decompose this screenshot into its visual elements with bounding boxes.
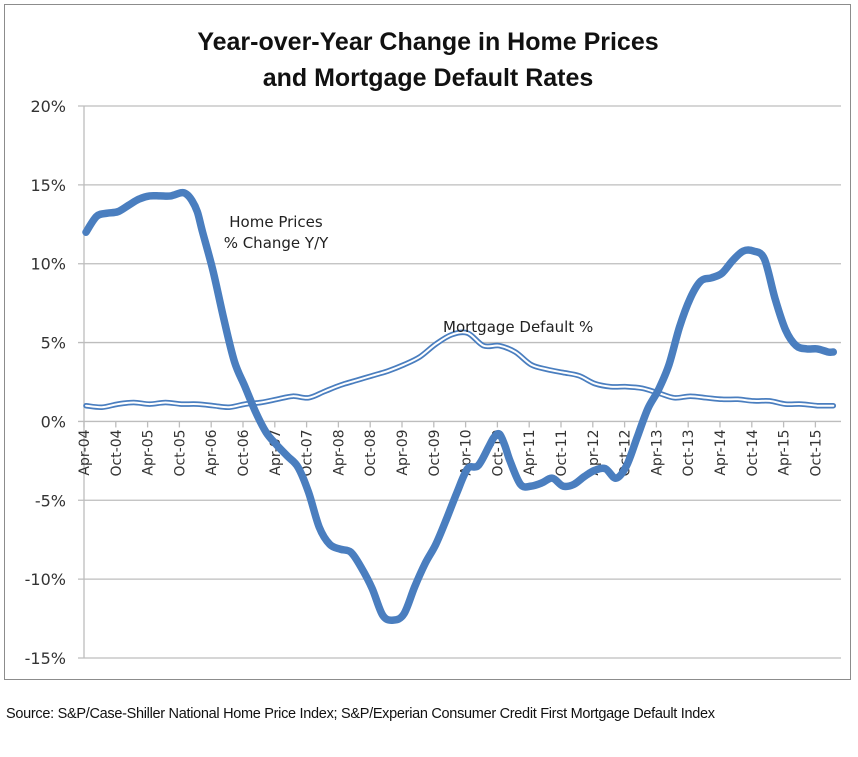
x-tick-label: Oct-08 <box>363 429 379 476</box>
x-axis: Apr-04 Oct-04 Apr-05 Oct-05 Apr-06 Oct-06 Apr-… <box>77 421 824 477</box>
series-layer <box>82 188 838 624</box>
x-tick-label: Apr-06 <box>204 429 220 475</box>
x-tick-label: Oct-09 <box>427 429 443 476</box>
y-tick-label: 20% <box>30 97 66 116</box>
chart: Year-over-Year Change in Home Prices and… <box>25 28 841 668</box>
home-prices-line <box>82 188 838 624</box>
x-tick-label: Apr-13 <box>649 429 665 475</box>
x-tick-label: Apr-14 <box>713 429 729 475</box>
y-tick-label: -10% <box>25 570 66 589</box>
x-tick-label: Oct-15 <box>808 429 824 476</box>
home-prices-label-line-2: % Change Y/Y <box>224 234 329 252</box>
x-tick-label: Apr-12 <box>586 429 602 475</box>
y-tick-label: 15% <box>30 176 66 195</box>
x-tick-label: Oct-11 <box>554 429 570 476</box>
home-prices-label-line-1: Home Prices <box>229 213 323 231</box>
x-tick-label: Oct-07 <box>300 429 316 476</box>
gridlines <box>78 105 841 659</box>
y-tick-label: 5% <box>41 334 66 353</box>
y-tick-label: -5% <box>35 491 66 510</box>
mortgage-default-line-outer <box>83 329 837 410</box>
y-tick-label: 10% <box>30 255 66 274</box>
x-tick-label: Oct-05 <box>172 429 188 476</box>
x-tick-label: Oct-06 <box>236 429 252 476</box>
y-axis-ticks: 20% 15% 10% 5% 0% -5% -10% -15% <box>25 97 66 668</box>
x-tick-label: Oct-04 <box>109 429 125 476</box>
x-tick-label: Apr-08 <box>331 429 347 475</box>
x-tick-label: Apr-09 <box>395 429 411 475</box>
x-tick-label: Apr-05 <box>141 429 157 475</box>
x-tick-label: Oct-14 <box>745 429 761 476</box>
source-note: Source: S&P/Case-Shiller National Home P… <box>6 706 715 722</box>
x-tick-label: Apr-04 <box>77 429 93 475</box>
y-tick-label: 0% <box>41 412 66 431</box>
x-tick-label: Apr-11 <box>522 429 538 475</box>
x-tick-label: Oct-13 <box>681 429 697 476</box>
mortgage-default-line-inner <box>85 331 835 409</box>
y-tick-label: -15% <box>25 649 66 668</box>
chart-title-line-1: Year-over-Year Change in Home Prices <box>197 28 658 56</box>
chart-title-line-2: and Mortgage Default Rates <box>263 64 594 92</box>
x-tick-label: Apr-15 <box>777 429 793 475</box>
mortgage-default-label: Mortgage Default % <box>443 318 593 336</box>
